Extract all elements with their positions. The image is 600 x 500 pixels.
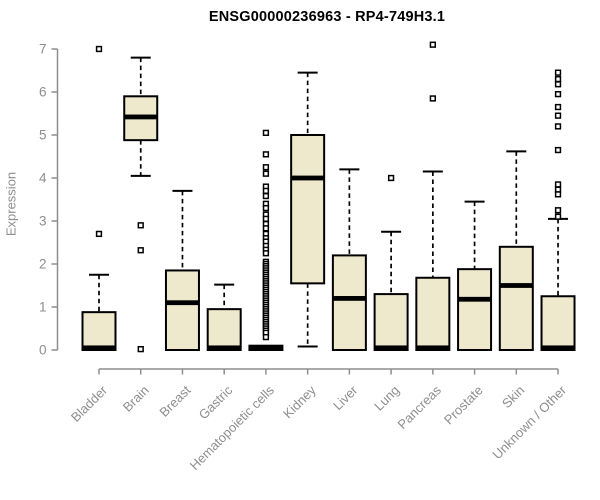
outlier-point [262, 164, 270, 171]
outlier-point [137, 222, 144, 229]
boxplot-hematopoietic-cells [248, 129, 284, 352]
outlier-point [554, 123, 562, 130]
median-line [207, 345, 241, 351]
outlier-point [554, 207, 562, 214]
y-axis-tick-label: 3 [39, 214, 47, 229]
box [415, 276, 451, 352]
y-axis-tick-label: 6 [39, 85, 47, 100]
box [206, 308, 242, 351]
outlier-point [262, 187, 270, 195]
boxplot-lung [373, 174, 409, 352]
outlier-point [137, 247, 144, 254]
outlier-point [429, 95, 436, 102]
y-axis-tick-label: 5 [39, 128, 47, 143]
boxplot-skin [498, 150, 534, 351]
box [540, 295, 576, 351]
outlier-point [262, 250, 270, 257]
y-axis-tick-label: 1 [39, 300, 47, 315]
y-axis-tick-label: 4 [39, 171, 47, 186]
y-axis-tick-label: 2 [39, 257, 47, 272]
boxplot-liver [331, 168, 367, 351]
box [498, 245, 534, 351]
boxplot-gastric [206, 283, 242, 351]
y-axis: 0 1 2 3 4 5 6 7 [39, 42, 59, 358]
y-axis-tick-label: 0 [39, 343, 47, 358]
outlier-point [95, 45, 103, 53]
boxplot-brain [123, 56, 159, 353]
boxplot-breast [164, 189, 200, 352]
box [331, 254, 367, 351]
outlier-point [554, 69, 562, 76]
median-line [82, 345, 116, 351]
chart-title: ENSG00000236963 - RP4-749H3.1 [208, 9, 446, 25]
outlier-point [554, 191, 562, 198]
boxplot-kidney [290, 71, 326, 348]
outlier-point [554, 213, 562, 220]
median-line [249, 345, 283, 351]
box [164, 269, 200, 352]
box [81, 311, 117, 352]
outlier-point [95, 230, 103, 238]
y-axis-label: Expression [3, 171, 19, 237]
outlier-point [262, 192, 270, 200]
median-line [165, 300, 199, 306]
outlier-point [262, 151, 270, 158]
outlier-point [554, 81, 562, 88]
outlier-point [262, 204, 270, 212]
median-line [416, 345, 450, 351]
box [290, 134, 326, 285]
boxplot-prostate [457, 200, 493, 351]
outlier-point [262, 225, 270, 232]
outlier-point [429, 41, 436, 48]
x-axis-label-kidney: Kidney [280, 382, 319, 421]
median-line [458, 296, 492, 302]
x-axis-label-lung: Lung [371, 383, 402, 414]
outlier-point [262, 215, 270, 222]
x-axis-label-prostate: Prostate [441, 383, 486, 428]
boxplot-bladder [81, 45, 117, 352]
boxplot-pancreas [415, 41, 451, 352]
x-axis-label-gastric: Gastric [196, 382, 236, 422]
x-axis-label-skin: Skin [499, 383, 527, 411]
x-axis-label-pancreas: Pancreas [395, 382, 445, 432]
y-axis-tick-label: 7 [39, 42, 47, 57]
x-axis-label-bladder: Bladder [68, 382, 111, 425]
outlier-point [262, 333, 270, 341]
median-line [124, 114, 158, 120]
outlier-point [554, 146, 562, 154]
outlier-point [554, 112, 562, 119]
x-axis-label-liver: Liver [330, 382, 361, 413]
box [373, 293, 409, 352]
x-axis-label-breast: Breast [156, 382, 193, 419]
outlier-point [262, 129, 270, 136]
outlier-point [554, 91, 562, 98]
median-line [291, 175, 325, 181]
x-axis-label-unknown-other: Unknown / Other [490, 382, 570, 462]
outlier-point [554, 103, 562, 111]
boxplot-unknown-other [540, 69, 576, 351]
outlier-point [262, 170, 270, 177]
median-line [332, 296, 366, 301]
outlier-point [137, 345, 144, 353]
median-line [374, 345, 408, 351]
outlier-point [387, 174, 395, 182]
outlier-point [554, 75, 562, 83]
x-axis-label-brain: Brain [120, 383, 152, 415]
box [457, 268, 493, 351]
median-line [541, 345, 575, 351]
median-line [499, 283, 533, 288]
outlier-point [554, 181, 562, 188]
